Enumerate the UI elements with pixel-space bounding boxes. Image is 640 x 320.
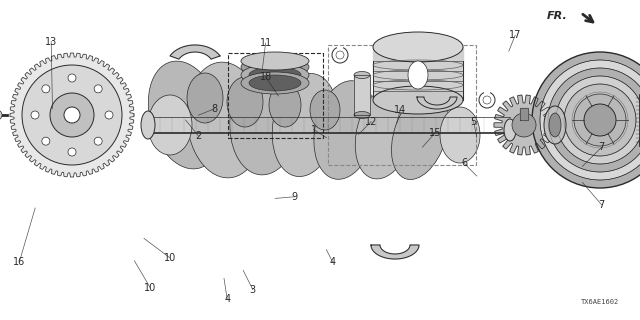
Text: 1: 1 [310,124,317,135]
Ellipse shape [241,64,309,86]
Text: 9: 9 [291,192,298,202]
Circle shape [0,110,2,120]
Circle shape [31,111,39,119]
Ellipse shape [148,95,192,155]
Ellipse shape [354,111,370,118]
Polygon shape [354,75,370,115]
Ellipse shape [373,32,463,62]
Ellipse shape [230,65,300,175]
Ellipse shape [354,71,370,78]
Circle shape [548,68,640,172]
Text: 5: 5 [470,116,477,127]
Ellipse shape [241,56,309,78]
Circle shape [68,148,76,156]
Ellipse shape [373,86,463,114]
Ellipse shape [314,81,376,179]
Polygon shape [373,47,463,100]
Circle shape [512,113,536,137]
Text: 4: 4 [330,257,336,268]
Circle shape [532,52,640,188]
Circle shape [94,85,102,93]
Ellipse shape [249,67,301,83]
Text: 15: 15 [429,128,442,138]
Ellipse shape [549,113,561,137]
Text: TX6AE1602: TX6AE1602 [581,299,619,305]
Bar [328,45,476,165]
Ellipse shape [241,52,309,70]
Text: 2: 2 [195,131,202,141]
Ellipse shape [392,91,449,180]
Polygon shape [170,45,220,59]
Circle shape [68,74,76,82]
Text: 10: 10 [144,283,157,293]
Text: 10: 10 [163,252,176,263]
Ellipse shape [544,106,566,144]
Circle shape [574,94,626,146]
Circle shape [564,84,636,156]
Polygon shape [347,102,389,115]
Text: 11: 11 [259,38,272,48]
Text: FR.: FR. [547,11,568,20]
Circle shape [94,137,102,145]
Polygon shape [183,86,233,100]
Polygon shape [10,53,134,177]
Text: 16: 16 [13,257,26,268]
Text: 4: 4 [224,294,230,304]
Polygon shape [417,97,457,109]
Ellipse shape [187,62,263,178]
Polygon shape [520,108,528,120]
Ellipse shape [272,74,338,177]
Text: 7: 7 [598,142,605,152]
Text: 8: 8 [211,104,218,114]
Ellipse shape [269,83,301,127]
Circle shape [64,107,80,123]
Ellipse shape [249,75,301,91]
Text: 6: 6 [461,158,467,168]
Ellipse shape [241,72,309,94]
Circle shape [540,60,640,180]
Circle shape [584,104,616,136]
Bar [228,53,323,138]
Ellipse shape [355,85,415,179]
Circle shape [22,65,122,165]
Circle shape [105,111,113,119]
Text: 13: 13 [45,36,58,47]
Ellipse shape [141,111,155,139]
Ellipse shape [504,119,516,141]
Circle shape [42,137,50,145]
Circle shape [556,76,640,164]
Circle shape [42,85,50,93]
Polygon shape [371,245,419,259]
Ellipse shape [148,61,221,169]
Text: 3: 3 [250,284,256,295]
Ellipse shape [408,61,428,89]
Text: 18: 18 [259,72,272,82]
Polygon shape [494,95,554,155]
Text: 17: 17 [509,30,522,40]
Ellipse shape [440,107,480,163]
Text: 12: 12 [365,116,378,127]
Ellipse shape [227,77,263,127]
Ellipse shape [310,90,340,130]
Text: 14: 14 [394,105,406,116]
Circle shape [50,93,94,137]
Ellipse shape [249,59,301,75]
Ellipse shape [187,73,223,123]
Text: 7: 7 [598,200,605,210]
